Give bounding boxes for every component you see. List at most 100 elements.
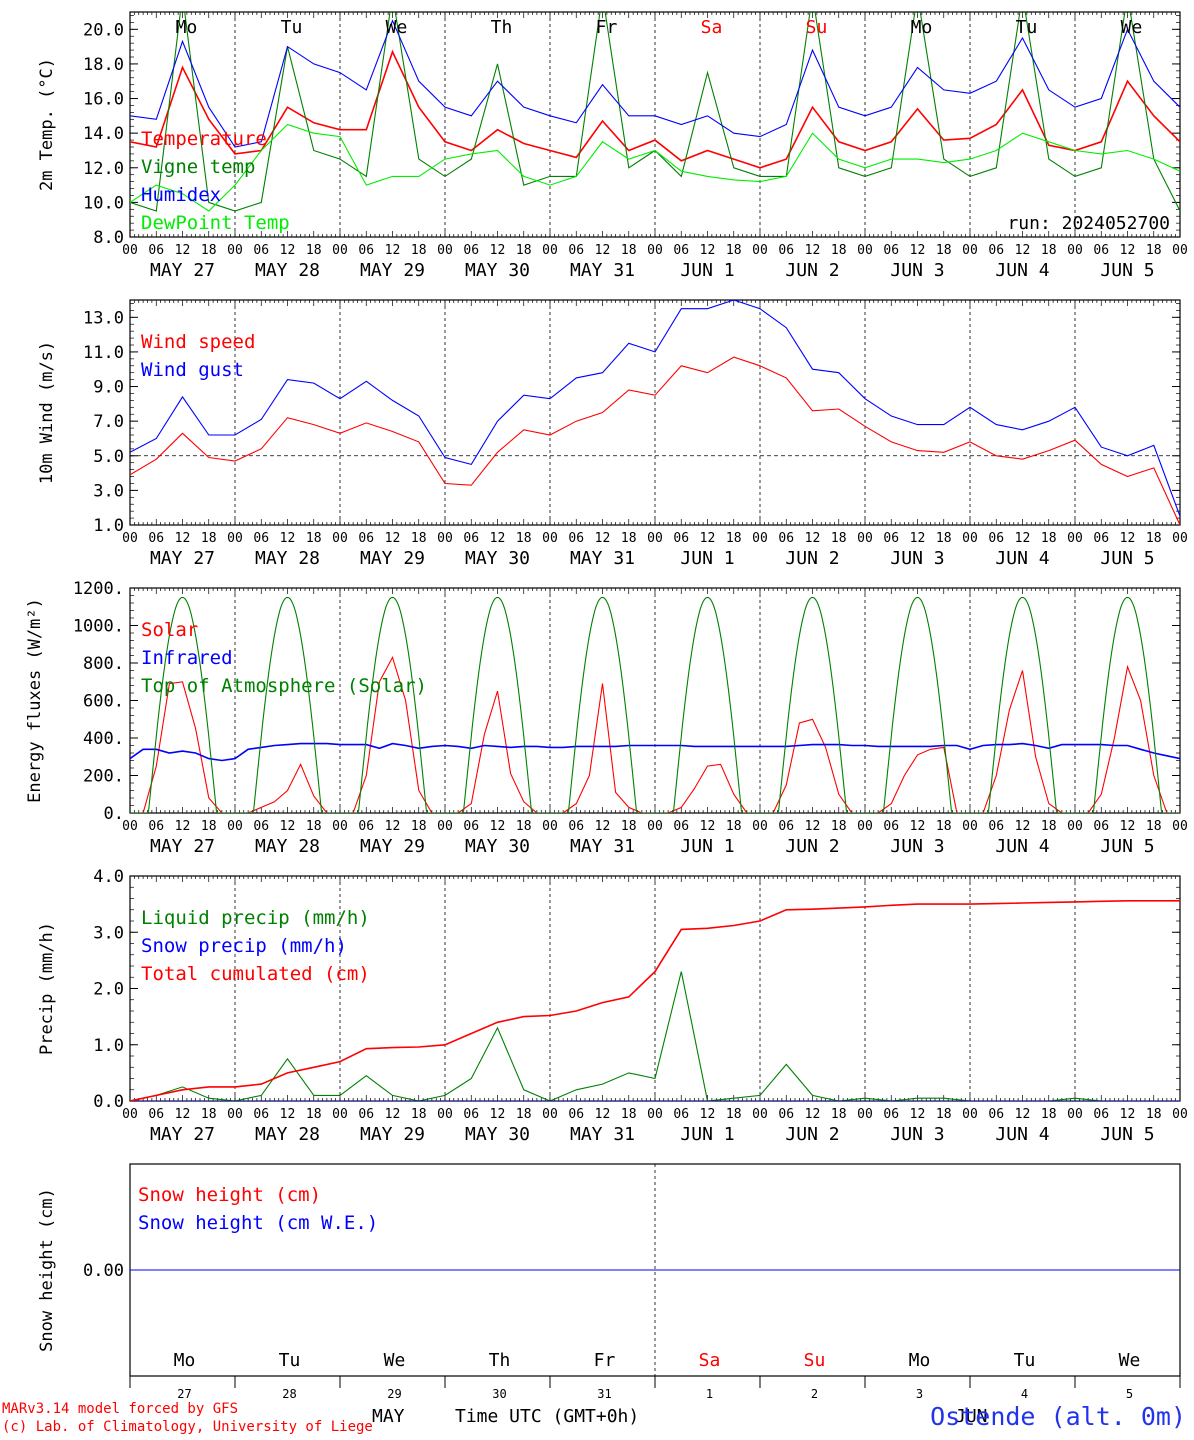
y-axis-label: 2m Temp. (°C) <box>37 58 57 191</box>
hour-tick-label: 12 <box>175 243 191 258</box>
y-tick-label: 200. <box>83 767 124 787</box>
day-label: MAY 30 <box>465 1124 530 1145</box>
hour-tick-label: 06 <box>673 531 689 546</box>
hour-tick-label: 06 <box>148 243 164 258</box>
hour-tick-label: 12 <box>595 819 611 834</box>
weekday-label: We <box>386 17 408 38</box>
hour-tick-label: 00 <box>647 819 663 834</box>
hour-tick-label: 18 <box>1146 243 1162 258</box>
hour-tick-label: 00 <box>437 243 453 258</box>
hour-tick-label: 06 <box>148 1107 164 1122</box>
y-tick-label: 14.0 <box>83 124 124 144</box>
hour-tick-label: 18 <box>621 531 637 546</box>
legend-entry: Snow height (cm) <box>138 1184 321 1206</box>
hour-tick-label: 18 <box>306 531 322 546</box>
hour-tick-label: 18 <box>831 243 847 258</box>
hour-tick-label: 18 <box>726 1107 742 1122</box>
hour-tick-label: 06 <box>358 1107 374 1122</box>
y-tick-label: 7.0 <box>93 412 124 432</box>
series-group <box>130 900 1180 1101</box>
day-label: JUN 3 <box>890 836 944 857</box>
y-tick-label: 11.0 <box>83 343 124 363</box>
hour-tick-label: 00 <box>857 1107 873 1122</box>
hour-tick-label: 06 <box>568 1107 584 1122</box>
legend-entry: Snow precip (mm/h) <box>141 935 347 957</box>
hour-tick-label: 18 <box>936 243 952 258</box>
legend-entry: Infrared <box>141 647 233 669</box>
day-label: MAY 29 <box>360 1124 425 1145</box>
hour-tick-label: 00 <box>332 531 348 546</box>
day-label: MAY 30 <box>465 260 530 281</box>
hour-tick-label: 12 <box>280 243 296 258</box>
hour-tick-label: 00 <box>752 1107 768 1122</box>
day-label: MAY 29 <box>360 548 425 569</box>
legend-entry: DewPoint Temp <box>141 212 290 234</box>
day-label: JUN 1 <box>680 260 734 281</box>
hour-tick-label: 06 <box>778 531 794 546</box>
hour-tick-label: 12 <box>175 1107 191 1122</box>
y-tick-label: 12.0 <box>83 159 124 179</box>
day-label: MAY 31 <box>570 548 635 569</box>
hour-tick-label: 00 <box>122 531 138 546</box>
hour-tick-label: 12 <box>490 1107 506 1122</box>
hour-tick-label: 12 <box>1120 1107 1136 1122</box>
hour-tick-label: 00 <box>332 243 348 258</box>
hour-tick-label: 18 <box>411 243 427 258</box>
y-tick-label: 4.0 <box>93 867 124 887</box>
day-label: JUN 3 <box>890 548 944 569</box>
panel-3: 00 06 12 18 00 06 12 18 00 06 12 18 00 06 12 18 00 06 12 18… <box>25 579 1188 857</box>
hour-tick-label: 00 <box>1172 1107 1188 1122</box>
day-label: MAY 27 <box>150 260 215 281</box>
hour-tick-label: 12 <box>1015 243 1031 258</box>
hour-tick-label: 18 <box>1146 1107 1162 1122</box>
hour-tick-label: 12 <box>490 531 506 546</box>
hour-tick-label: 18 <box>306 243 322 258</box>
hour-tick-label: 18 <box>831 1107 847 1122</box>
day-number: 29 <box>387 1387 401 1401</box>
panel-2: 00 06 12 18 00 06 12 18 00 06 12 18 00 06 12 18 00 06 12 18… <box>37 299 1188 569</box>
day-label: MAY 28 <box>255 548 320 569</box>
hour-tick-label: 06 <box>988 531 1004 546</box>
y-axis-label: Energy fluxes (W/m²) <box>25 598 45 803</box>
hour-tick-label: 12 <box>1120 531 1136 546</box>
y-tick-label: 3.0 <box>93 481 124 501</box>
legend-entry: Top of Atmosphere (Solar) <box>141 675 427 697</box>
series-line-dewpoint-temp <box>130 123 1180 212</box>
hour-tick-label: 00 <box>542 1107 558 1122</box>
hour-tick-label: 06 <box>253 1107 269 1122</box>
day-label: MAY 31 <box>570 836 635 857</box>
y-axis-label: Snow height (cm) <box>37 1188 57 1352</box>
hour-tick-label: 06 <box>778 243 794 258</box>
day-number: 5 <box>1126 1387 1133 1401</box>
hour-tick-label: 18 <box>936 1107 952 1122</box>
y-tick-label: 600. <box>83 692 124 712</box>
hour-tick-label: 00 <box>1172 531 1188 546</box>
month-label-may: MAY <box>372 1406 405 1427</box>
weekday-label: Tu <box>279 1350 301 1371</box>
hour-tick-label: 12 <box>595 243 611 258</box>
y-tick-label: 800. <box>83 654 124 674</box>
hour-tick-label: 06 <box>358 531 374 546</box>
hour-tick-label: 18 <box>726 819 742 834</box>
hour-tick-label: 12 <box>385 1107 401 1122</box>
weekday-label: Fr <box>594 1350 616 1371</box>
day-label: JUN 4 <box>995 1124 1049 1145</box>
legend-entry: Total cumulated (cm) <box>141 963 370 985</box>
hour-tick-label: 18 <box>831 819 847 834</box>
hour-tick-label: 12 <box>280 1107 296 1122</box>
weekday-label: Sa <box>701 17 723 38</box>
time-axis-label: Time UTC (GMT+0h) <box>455 1406 640 1427</box>
hour-tick-label: 12 <box>385 531 401 546</box>
legend-entry: Temperature <box>141 128 267 150</box>
day-number: 31 <box>597 1387 611 1401</box>
legend-entry: Vigne temp <box>141 156 255 178</box>
hour-tick-label: 06 <box>253 819 269 834</box>
series-line-infrared <box>130 742 1180 762</box>
y-tick-label: 10.0 <box>83 193 124 213</box>
hour-tick-label: 06 <box>988 819 1004 834</box>
weekday-label: Th <box>491 17 513 38</box>
hour-tick-label: 18 <box>1041 531 1057 546</box>
hour-tick-label: 06 <box>253 243 269 258</box>
day-label: JUN 2 <box>785 548 839 569</box>
hour-tick-label: 00 <box>542 531 558 546</box>
